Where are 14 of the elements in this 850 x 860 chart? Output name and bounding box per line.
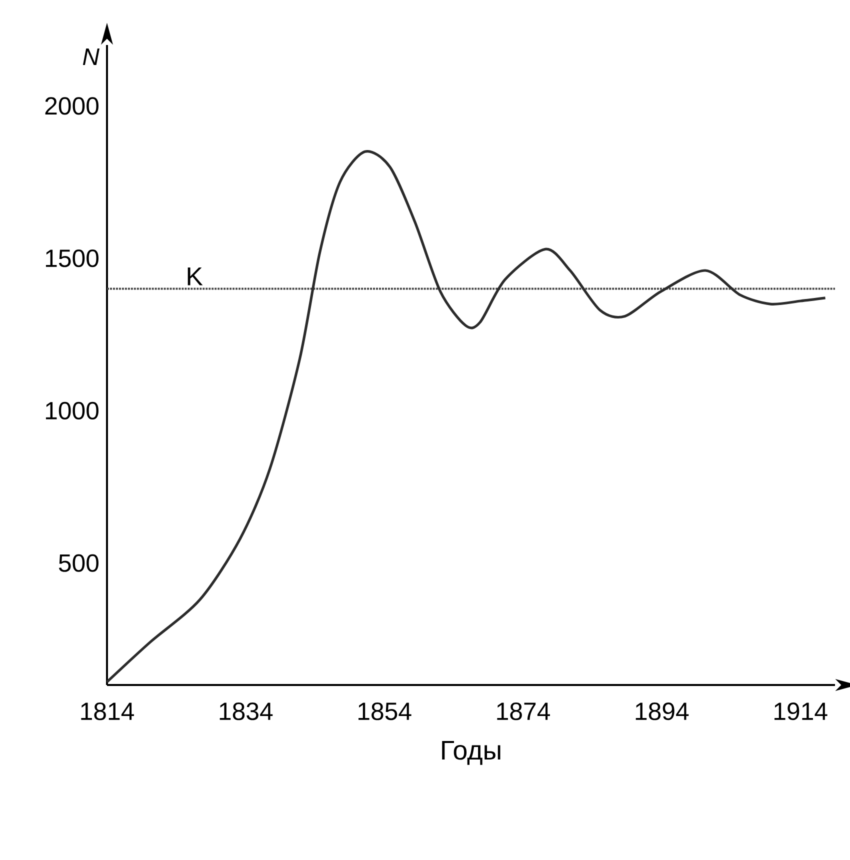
y-tick-label: 1000: [46, 402, 98, 420]
y-tick-label: 2000: [45, 97, 98, 115]
y-tick-label: 500: [58, 554, 98, 572]
x-tick-label: 1834: [220, 702, 273, 720]
x-tick-label: 1814: [81, 702, 134, 720]
x-tick-label: 1894: [636, 702, 689, 720]
x-tick-label: 1914: [774, 702, 828, 720]
x-tick-label: 1874: [497, 702, 550, 720]
line-series: [106, 150, 827, 684]
x-tick-label: 1854: [358, 702, 412, 720]
ref-line-label: K: [188, 267, 203, 286]
x-axis-title: Годы: [442, 740, 500, 765]
y-tick-label: 1500: [46, 250, 98, 268]
y-axis-title: N: [82, 48, 100, 65]
